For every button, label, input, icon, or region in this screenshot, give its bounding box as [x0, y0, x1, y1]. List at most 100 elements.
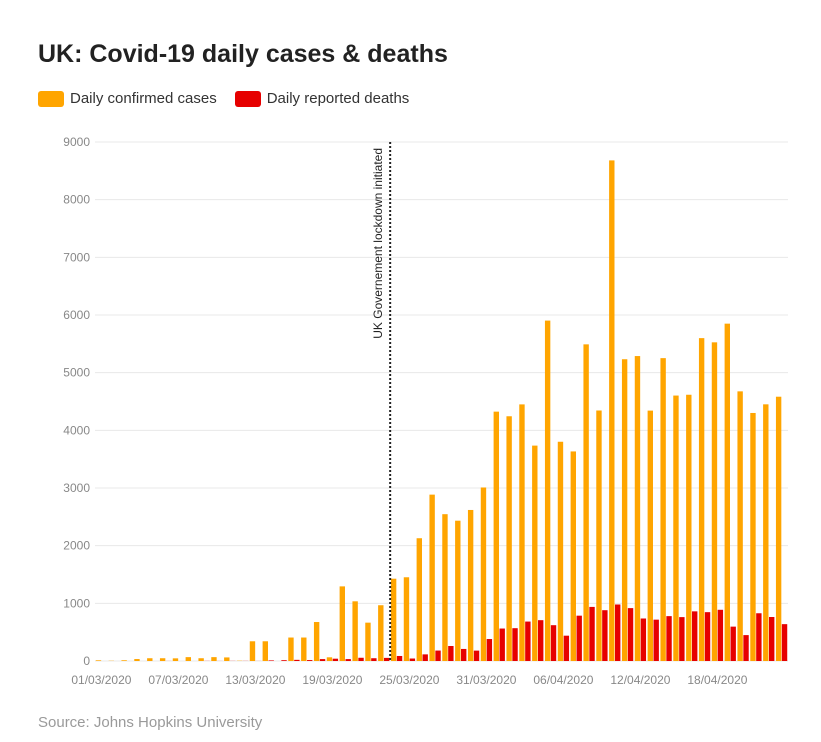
bar-cases [326, 657, 333, 661]
chart-title: UK: Covid-19 daily cases & deaths [38, 40, 448, 68]
bar-deaths [499, 628, 505, 661]
bar-deaths [525, 621, 531, 661]
bar-deaths [627, 608, 634, 661]
bar-cases [647, 410, 653, 661]
y-tick-label: 2000 [63, 539, 90, 553]
y-tick-label: 7000 [63, 250, 90, 264]
bar-cases [532, 445, 538, 661]
bar-deaths [486, 639, 493, 661]
bar-deaths [332, 658, 339, 661]
bar-cases [301, 637, 307, 661]
bar-deaths [358, 657, 364, 661]
bar-cases [416, 538, 422, 661]
bar-deaths [281, 660, 287, 661]
bar-cases [172, 658, 179, 661]
bar-cases [544, 320, 551, 661]
bar-cases [493, 411, 499, 661]
bar-cases [147, 658, 153, 661]
bar-deaths [615, 604, 621, 661]
y-tick-label: 8000 [63, 193, 90, 207]
chart-legend: Daily confirmed cases Daily reported dea… [38, 90, 427, 107]
bar-deaths [448, 646, 454, 661]
x-tick-label: 01/03/2020 [71, 673, 131, 687]
legend-swatch-cases [38, 90, 64, 107]
bar-cases [339, 586, 345, 661]
x-tick-label: 31/03/2020 [456, 673, 516, 687]
bar-cases [224, 657, 230, 661]
bar-cases [390, 578, 397, 661]
bar-deaths [640, 618, 647, 661]
bar-cases [775, 396, 782, 661]
bar-deaths [371, 658, 377, 661]
bar-deaths [589, 606, 595, 661]
bar-deaths [345, 659, 351, 661]
bar-cases [711, 342, 718, 661]
x-tick-label: 07/03/2020 [148, 673, 208, 687]
bar-cases [378, 605, 384, 661]
bar-deaths [268, 660, 274, 661]
bar-cases [211, 657, 217, 661]
bar-cases [763, 404, 769, 661]
bar-cases [185, 657, 191, 661]
bar-cases [506, 416, 512, 661]
bar-cases [442, 514, 448, 661]
bar-cases [403, 577, 410, 661]
bar-cases [737, 391, 743, 661]
y-tick-label: 6000 [63, 308, 90, 322]
bar-deaths [396, 655, 403, 661]
bar-cases [634, 356, 641, 661]
bar-cases [596, 410, 602, 661]
bar-deaths [653, 619, 659, 661]
y-tick-label: 9000 [63, 135, 90, 149]
bar-deaths [538, 620, 544, 661]
y-tick-label: 5000 [63, 366, 90, 380]
bar-cases [673, 395, 679, 661]
bar-cases [583, 344, 589, 661]
bar-deaths [307, 660, 313, 661]
bar-cases [249, 641, 256, 661]
legend-item-deaths: Daily reported deaths [234, 90, 410, 107]
bar-cases [352, 601, 358, 661]
bar-deaths [756, 613, 762, 661]
bar-cases [686, 394, 692, 661]
bar-cases [698, 338, 705, 661]
bar-cases [570, 451, 576, 661]
y-tick-label: 1000 [63, 596, 90, 610]
source-note: Source: Johns Hopkins University [38, 714, 263, 731]
lockdown-annotation: UK Governement lockdown initiated [371, 148, 385, 339]
bar-deaths [319, 659, 326, 661]
bar-deaths [512, 628, 518, 661]
bar-cases [262, 641, 268, 661]
legend-label-cases: Daily confirmed cases [70, 90, 217, 107]
bar-deaths [679, 617, 685, 661]
legend-label-deaths: Daily reported deaths [266, 90, 410, 107]
bar-deaths [704, 612, 711, 661]
bar-cases [609, 160, 615, 661]
bar-cases [724, 323, 730, 661]
bar-deaths [409, 658, 416, 661]
bar-cases [455, 520, 461, 661]
x-tick-label: 18/04/2020 [687, 673, 747, 687]
bar-deaths [769, 617, 775, 661]
x-tick-label: 19/03/2020 [302, 673, 362, 687]
bar-deaths [576, 615, 582, 661]
bar-cases [557, 441, 564, 661]
bar-cases [467, 509, 474, 661]
bar-cases [313, 622, 320, 661]
bar-cases [750, 412, 756, 661]
bar-cases [288, 637, 294, 661]
legend-item-cases: Daily confirmed cases [38, 90, 217, 107]
bar-deaths [550, 625, 557, 661]
x-tick-label: 13/03/2020 [225, 673, 285, 687]
bar-deaths [384, 657, 390, 661]
x-tick-label: 06/04/2020 [533, 673, 593, 687]
bar-deaths [666, 616, 672, 661]
y-tick-label: 4000 [63, 423, 90, 437]
bar-cases [429, 494, 435, 661]
bar-deaths [717, 609, 724, 661]
bar-cases [660, 358, 666, 661]
bar-cases [480, 487, 487, 661]
bar-deaths [692, 611, 698, 661]
bar-deaths [461, 648, 467, 661]
